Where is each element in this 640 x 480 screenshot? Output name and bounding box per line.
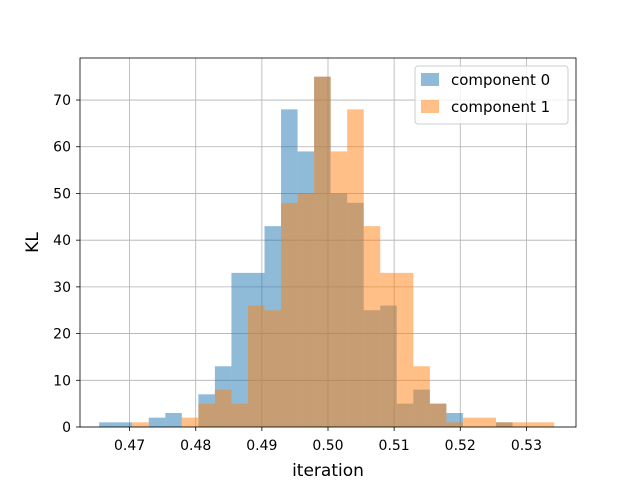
histogram-bar bbox=[446, 422, 463, 427]
histogram-bar bbox=[429, 403, 447, 427]
histogram-bar bbox=[247, 305, 265, 427]
x-tick-label: 0.53 bbox=[511, 438, 542, 454]
x-tick-label: 0.49 bbox=[246, 438, 277, 454]
legend: component 0 component 1 bbox=[414, 65, 569, 125]
histogram-bar bbox=[264, 310, 282, 427]
histogram-bar bbox=[214, 389, 232, 427]
histogram-bar bbox=[545, 422, 555, 427]
histogram-bar bbox=[413, 366, 430, 427]
histogram-bar bbox=[297, 193, 315, 427]
histogram-bar bbox=[347, 109, 364, 427]
histogram-bar bbox=[281, 202, 298, 427]
histogram-bar bbox=[462, 417, 480, 427]
histogram-bar bbox=[330, 151, 348, 427]
x-tick-label: 0.47 bbox=[114, 438, 145, 454]
histogram-bar bbox=[132, 422, 149, 427]
histogram-bar bbox=[314, 76, 331, 428]
y-tick-label: 0 bbox=[62, 420, 71, 436]
x-tick-label: 0.50 bbox=[312, 438, 343, 454]
histogram-bar bbox=[396, 272, 414, 427]
legend-label-component-0: component 0 bbox=[451, 71, 550, 89]
histogram-bar bbox=[231, 272, 248, 427]
x-tick-label: 0.52 bbox=[445, 438, 476, 454]
x-axis-label: iteration bbox=[292, 461, 364, 480]
series-1-bars bbox=[132, 76, 555, 428]
y-tick-label: 20 bbox=[53, 327, 71, 343]
histogram-bar bbox=[479, 417, 496, 427]
histogram-bar bbox=[495, 422, 513, 427]
legend-label-component-1: component 1 bbox=[451, 98, 550, 116]
y-tick-label: 60 bbox=[53, 140, 71, 156]
y-tick-label: 30 bbox=[53, 280, 71, 296]
y-axis-label: KL bbox=[23, 232, 43, 253]
x-ticks: 0.47 0.48 0.49 0.50 0.51 0.52 0.53 bbox=[114, 427, 542, 454]
histogram-bar bbox=[198, 403, 215, 427]
histogram-bar bbox=[380, 272, 397, 427]
y-tick-label: 70 bbox=[53, 93, 71, 109]
histogram-bar bbox=[148, 417, 166, 427]
y-tick-label: 50 bbox=[53, 186, 71, 202]
histogram-bar bbox=[165, 412, 182, 427]
legend-frame bbox=[414, 65, 569, 125]
histogram-bar bbox=[99, 422, 116, 427]
histogram-bar bbox=[181, 417, 199, 427]
histogram-bar bbox=[363, 226, 381, 427]
x-tick-label: 0.51 bbox=[379, 438, 410, 454]
histogram-bars bbox=[99, 76, 555, 428]
histogram-bar bbox=[115, 422, 133, 427]
x-tick-label: 0.48 bbox=[180, 438, 211, 454]
y-tick-label: 10 bbox=[53, 373, 71, 389]
legend-swatch-component-1 bbox=[421, 100, 439, 113]
histogram-bar bbox=[529, 422, 546, 427]
y-tick-label: 40 bbox=[53, 233, 71, 249]
histogram-bar bbox=[512, 422, 530, 427]
legend-swatch-component-0 bbox=[421, 73, 439, 86]
y-ticks: 0 10 20 30 40 50 60 70 bbox=[53, 93, 80, 436]
histogram-bar bbox=[231, 403, 248, 427]
